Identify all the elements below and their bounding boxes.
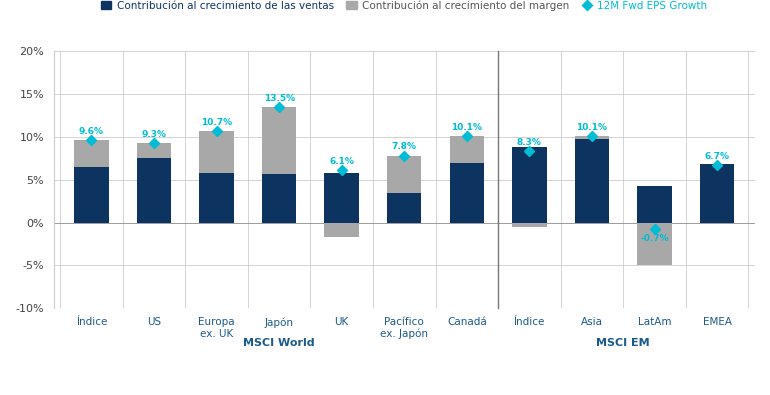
- Bar: [638, 186, 671, 222]
- Bar: [512, 147, 547, 222]
- Text: 6.1%: 6.1%: [330, 157, 354, 166]
- Bar: [700, 164, 735, 222]
- Text: -0.7%: -0.7%: [640, 234, 669, 243]
- Bar: [450, 163, 484, 222]
- Bar: [199, 173, 234, 222]
- Bar: [387, 156, 421, 193]
- Bar: [512, 222, 547, 227]
- Text: 10.7%: 10.7%: [201, 118, 232, 127]
- Bar: [574, 136, 609, 139]
- Bar: [137, 143, 171, 158]
- Text: 9.6%: 9.6%: [79, 127, 104, 136]
- Text: 10.1%: 10.1%: [577, 123, 608, 132]
- Bar: [324, 222, 359, 237]
- Text: 8.3%: 8.3%: [517, 138, 542, 147]
- Bar: [262, 107, 296, 174]
- Bar: [700, 222, 735, 224]
- Bar: [74, 140, 109, 167]
- Bar: [324, 173, 359, 222]
- Text: 9.3%: 9.3%: [142, 130, 166, 139]
- Bar: [199, 131, 234, 173]
- Text: 10.1%: 10.1%: [451, 123, 482, 132]
- Bar: [387, 193, 421, 222]
- Legend: Contribución al crecimiento de las ventas, Contribución al crecimiento del marge: Contribución al crecimiento de las venta…: [101, 0, 708, 11]
- Text: MSCI EM: MSCI EM: [597, 338, 650, 348]
- Bar: [450, 136, 484, 163]
- Bar: [137, 158, 171, 222]
- Text: 13.5%: 13.5%: [263, 94, 295, 103]
- Text: 6.7%: 6.7%: [705, 152, 729, 161]
- Bar: [74, 167, 109, 222]
- Bar: [574, 139, 609, 222]
- Bar: [262, 174, 296, 222]
- Bar: [638, 222, 671, 265]
- Text: 7.8%: 7.8%: [392, 143, 417, 152]
- Text: MSCI World: MSCI World: [243, 338, 315, 348]
